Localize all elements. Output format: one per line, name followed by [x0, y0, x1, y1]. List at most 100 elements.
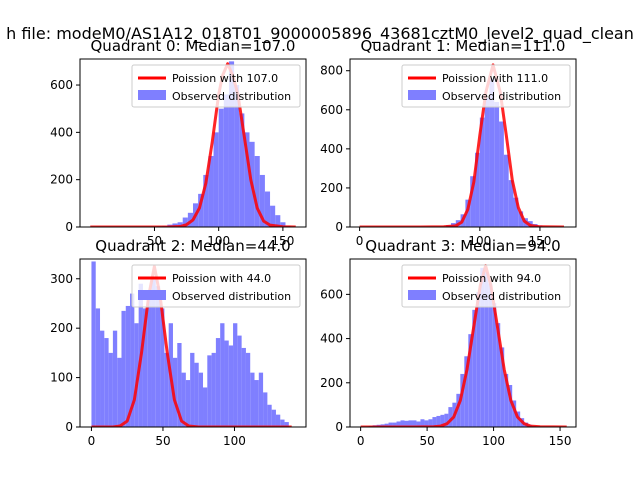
y-tick-label: 0: [65, 220, 73, 234]
legend-entry-observed: Observed distribution: [442, 290, 561, 303]
histogram-bar: [100, 330, 105, 427]
x-tick-label: 50: [147, 234, 162, 248]
legend-box: [131, 264, 301, 308]
histogram-bar: [479, 117, 485, 227]
histogram-bar: [233, 323, 238, 427]
histogram-bar: [134, 323, 139, 427]
y-tick-label: 0: [65, 420, 73, 434]
histogram-bar: [117, 357, 122, 427]
histogram-bar: [108, 352, 113, 427]
histogram-bar: [472, 309, 477, 427]
histogram-bar: [475, 152, 480, 227]
plot-area: [90, 61, 296, 227]
x-tick-label: 0: [356, 234, 364, 248]
panel-title: Quadrant 1: Median=111.0: [361, 37, 566, 55]
y-tick-label: 400: [50, 125, 73, 139]
histogram-bar: [228, 345, 234, 427]
histogram-bar: [239, 113, 245, 227]
histogram-bar: [155, 286, 161, 427]
histogram-bar: [181, 372, 186, 427]
histogram-bar: [494, 101, 500, 227]
x-tick-label: 100: [468, 234, 491, 248]
histogram-bar: [484, 98, 490, 227]
legend-entry-observed: Observed distribution: [172, 290, 291, 303]
histogram-bar: [151, 278, 156, 427]
panel-title: Quadrant 3: Median=94.0: [365, 237, 560, 255]
y-tick-label: 600: [320, 287, 343, 301]
histogram-bar: [470, 176, 476, 227]
histogram-bar: [416, 421, 421, 427]
x-tick-label: 0: [357, 434, 365, 448]
histogram-bar: [208, 156, 214, 227]
histogram-bar: [160, 308, 165, 427]
legend-entry-observed: Observed distribution: [172, 90, 291, 103]
histogram-bar: [508, 180, 514, 227]
histogram-bar: [384, 423, 389, 427]
legend-bar-swatch: [138, 90, 166, 100]
histogram-bar: [280, 419, 285, 427]
histogram-bar: [164, 352, 169, 427]
histogram-bar: [177, 343, 182, 427]
histogram-bar: [104, 338, 109, 427]
histogram-bar: [142, 308, 148, 427]
legend-bar-swatch: [138, 290, 166, 300]
histogram-bar: [258, 372, 264, 427]
histogram-bar: [492, 303, 497, 427]
y-tick-label: 300: [50, 272, 73, 286]
histogram-bar: [245, 352, 251, 427]
histogram-bar: [194, 362, 199, 427]
histogram-bar: [220, 323, 225, 427]
histogram-bar: [500, 347, 505, 427]
y-tick-label: 200: [320, 376, 343, 390]
y-tick-label: 400: [320, 142, 343, 156]
legend-entry-model: Poission with 94.0: [442, 272, 541, 285]
chart-panel-1: 0 100 150 0 200 400 600 800 Quadrant 1: Median=1…: [320, 37, 577, 248]
histogram-bar: [125, 305, 131, 427]
y-tick-label: 200: [320, 181, 343, 195]
histogram-bar: [190, 352, 195, 427]
histogram-bar: [518, 211, 524, 227]
histogram-bar: [215, 338, 221, 427]
histogram-bar: [408, 420, 413, 427]
histogram-bar: [267, 404, 272, 427]
histogram-bar: [177, 222, 183, 227]
histogram-bar: [112, 330, 118, 427]
histogram-bar: [400, 420, 405, 427]
histogram-bar: [476, 292, 481, 427]
histogram-bar: [185, 380, 191, 427]
chart-panel-2: 0 50 100 0 100 200 300 Quadrant 2: Median=44.0 P…: [50, 237, 307, 448]
histogram-bar: [130, 293, 135, 427]
histogram-bar: [198, 193, 204, 227]
histogram-bar: [203, 174, 209, 227]
histogram-bar: [172, 357, 178, 427]
y-tick-label: 0: [335, 420, 343, 434]
legend-entry-model: Poission with 111.0: [442, 72, 548, 85]
panel-title: Quadrant 2: Median=44.0: [95, 237, 290, 255]
legend-bar-swatch: [408, 90, 436, 100]
histogram-bar: [480, 267, 485, 427]
histogram-bar: [187, 212, 193, 227]
histogram-bar: [203, 387, 208, 427]
histogram-bar: [504, 373, 509, 427]
histogram-bar: [284, 422, 289, 427]
histogram-bar: [95, 308, 101, 427]
chart-panel-0: 50 100 150 0 200 400 600 Quadrant 0: Median=107…: [50, 37, 307, 248]
histogram-bar: [237, 335, 242, 427]
x-tick-label: 0: [88, 434, 96, 448]
histogram-bar: [270, 205, 276, 227]
y-tick-label: 100: [50, 371, 73, 385]
histogram-bar: [234, 85, 240, 227]
x-tick-label: 150: [271, 234, 294, 248]
histogram-bar: [147, 293, 152, 427]
panel-title: Quadrant 0: Median=107.0: [91, 37, 296, 55]
y-tick-label: 800: [320, 64, 343, 78]
legend-box: [401, 64, 571, 108]
plot-area: [91, 261, 292, 427]
legend-box: [401, 264, 571, 308]
histogram-bar: [182, 217, 188, 227]
histogram-bar: [508, 385, 513, 427]
y-tick-label: 200: [50, 321, 73, 335]
x-tick-label: 100: [207, 234, 230, 248]
histogram-bar: [228, 61, 235, 227]
plot-area: [359, 63, 564, 227]
